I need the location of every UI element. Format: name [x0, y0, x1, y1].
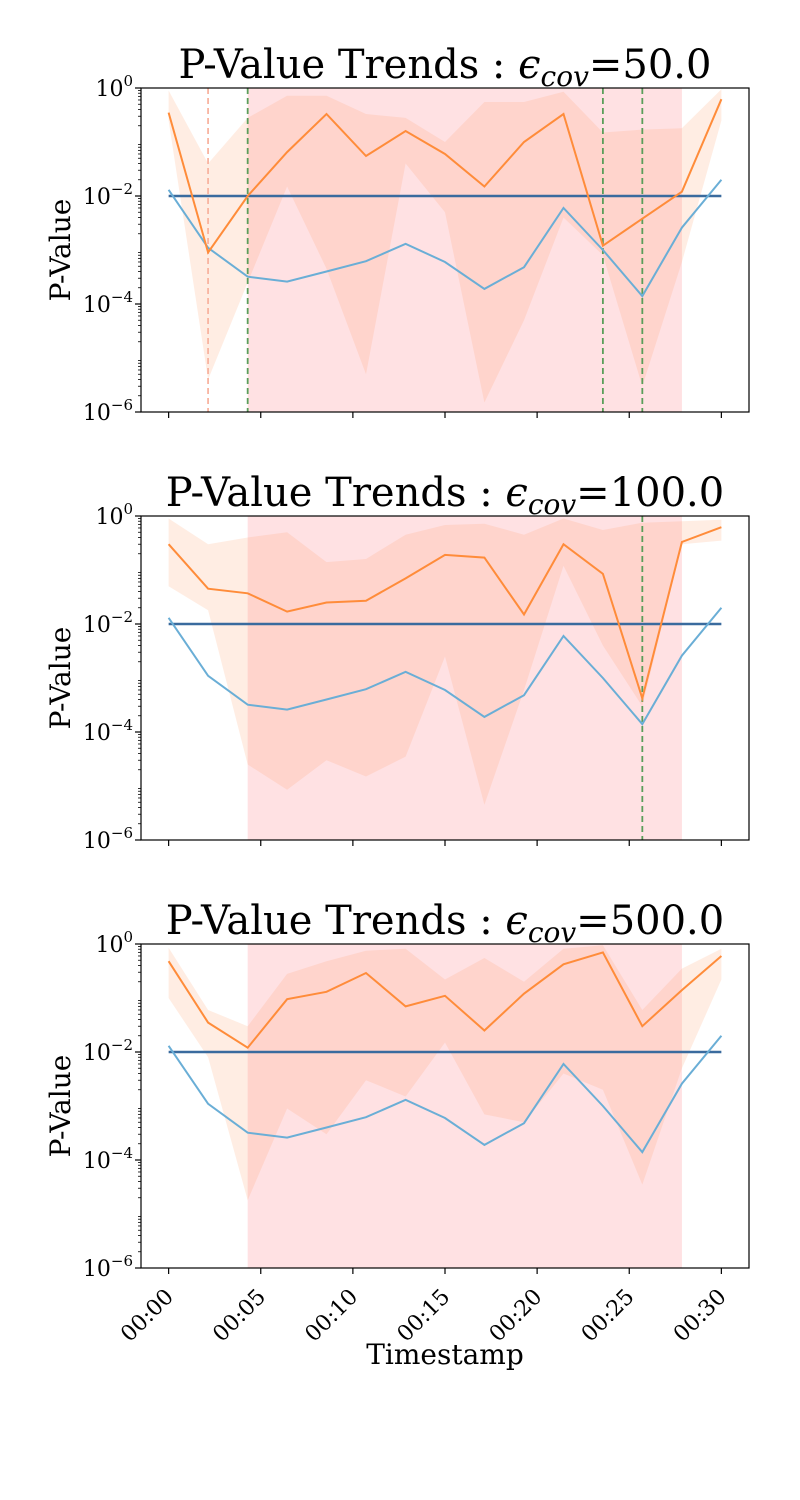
y-tick-label: 100: [95, 928, 133, 958]
y-tick-label: 10−2: [83, 608, 133, 638]
panel-title: P-Value Trends : ϵcov=100.0: [166, 470, 724, 521]
confidence-band: [168, 518, 722, 805]
baseline-series-line: [167, 179, 723, 298]
panel-2: 100 10−2 10−4 10−6 P-Value P-Value Trends : ϵ…: [44, 470, 750, 854]
y-tick-label: 10−4: [83, 288, 133, 318]
x-tick-label: 00:05: [208, 1285, 271, 1348]
y-tick-label: 10−4: [83, 716, 133, 746]
y-tick-label: 100: [95, 72, 133, 102]
baseline-series-line: [167, 607, 723, 726]
x-tick-label: 00:10: [301, 1285, 364, 1348]
y-axis-label: P-Value: [44, 627, 77, 730]
y-tick-label: 10−6: [83, 824, 133, 854]
y-axis-label: P-Value: [44, 199, 77, 302]
y-tick-label: 10−2: [83, 180, 133, 210]
shaded-region: [247, 88, 682, 412]
p-value-series-line: [167, 951, 723, 1050]
confidence-band: [168, 89, 722, 403]
y-tick-label: 10−2: [83, 1036, 133, 1066]
y-tick-label: 10−6: [83, 1252, 133, 1282]
p-value-series-line: [167, 98, 723, 255]
x-axis-label: Timestamp: [366, 1338, 524, 1371]
y-tick-label: 10−6: [83, 396, 133, 426]
y-axis-label: P-Value: [44, 1055, 77, 1158]
panel-1: 100 10−2 10−4 10−6 P-Value P-Value Trends : ϵ…: [44, 42, 750, 426]
confidence-band: [168, 945, 722, 1201]
x-tick-label: 00:00: [116, 1285, 179, 1348]
y-tick-label: 10−4: [83, 1144, 133, 1174]
shaded-region: [247, 944, 682, 1268]
shaded-region: [247, 516, 682, 840]
y-tick-label: 100: [95, 500, 133, 530]
p-value-series-line: [167, 526, 722, 702]
baseline-series-line: [167, 1035, 723, 1154]
panel-title: P-Value Trends : ϵcov=500.0: [166, 898, 724, 949]
panel-title: P-Value Trends : ϵcov=50.0: [179, 42, 712, 93]
x-tick-label: 00:25: [577, 1285, 640, 1348]
x-tick-label: 00:30: [669, 1285, 732, 1348]
